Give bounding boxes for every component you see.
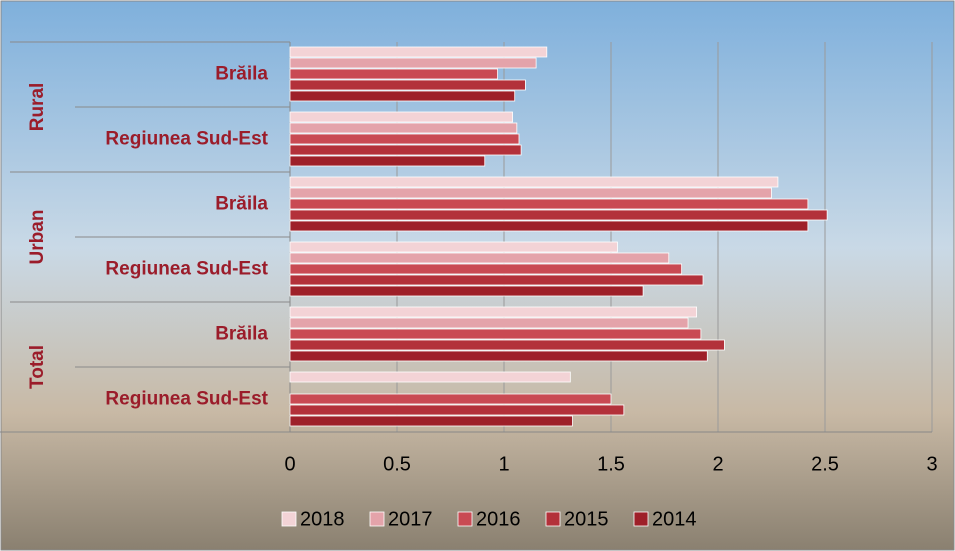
y-tick-label: Regiunea Sud-Est [105, 259, 268, 280]
bar [290, 69, 498, 79]
y-tick-label: Brăila [215, 194, 268, 215]
x-tick-label: 0 [284, 453, 295, 475]
x-tick-label: 3 [926, 453, 937, 475]
y-tick-label: Regiunea Sud-Est [105, 129, 268, 150]
bar [290, 307, 697, 317]
bar [290, 47, 547, 57]
bar [290, 199, 808, 209]
bar [290, 134, 519, 144]
bar [290, 210, 827, 220]
bar [290, 145, 521, 155]
bar [290, 253, 669, 263]
bar [290, 329, 701, 339]
bar [290, 351, 707, 361]
bar [290, 123, 517, 133]
x-tick-label: 1.5 [597, 453, 625, 475]
bar [290, 318, 688, 328]
bar [290, 275, 703, 285]
bar [290, 416, 572, 426]
bar [290, 286, 643, 296]
bar [290, 221, 808, 231]
legend-label: 2015 [564, 508, 609, 530]
bar [290, 264, 682, 274]
bar [290, 80, 525, 90]
bar [290, 242, 617, 252]
chart: 0 0.5 1 1.5 2 2.5 3 Rural Urban Total Brăila Regiun… [0, 0, 955, 551]
category-group-label: Rural [27, 83, 48, 132]
bar [290, 156, 485, 166]
legend-swatch [458, 512, 472, 526]
x-tick-label: 0.5 [383, 453, 411, 475]
bar [290, 394, 611, 404]
legend-label: 2018 [300, 508, 345, 530]
bar [290, 405, 624, 415]
bar [290, 112, 513, 122]
legend-swatch [370, 512, 384, 526]
legend-swatch [634, 512, 648, 526]
x-tick-label: 1 [498, 453, 509, 475]
legend-label: 2016 [476, 508, 521, 530]
legend-label: 2014 [652, 508, 697, 530]
x-tick-label: 2.5 [811, 453, 839, 475]
category-group-label: Urban [27, 210, 48, 265]
legend-label: 2017 [388, 508, 433, 530]
x-tick-label: 2 [712, 453, 723, 475]
bar [290, 372, 570, 382]
bar [290, 91, 515, 101]
y-tick-label: Brăila [215, 324, 268, 345]
category-group-label: Total [27, 345, 48, 389]
legend-swatch [282, 512, 296, 526]
bar [290, 340, 724, 350]
bar [290, 177, 778, 187]
bar [290, 58, 536, 68]
y-tick-label: Brăila [215, 64, 268, 85]
bar [290, 188, 772, 198]
y-tick-label: Regiunea Sud-Est [105, 389, 268, 410]
legend-swatch [546, 512, 560, 526]
